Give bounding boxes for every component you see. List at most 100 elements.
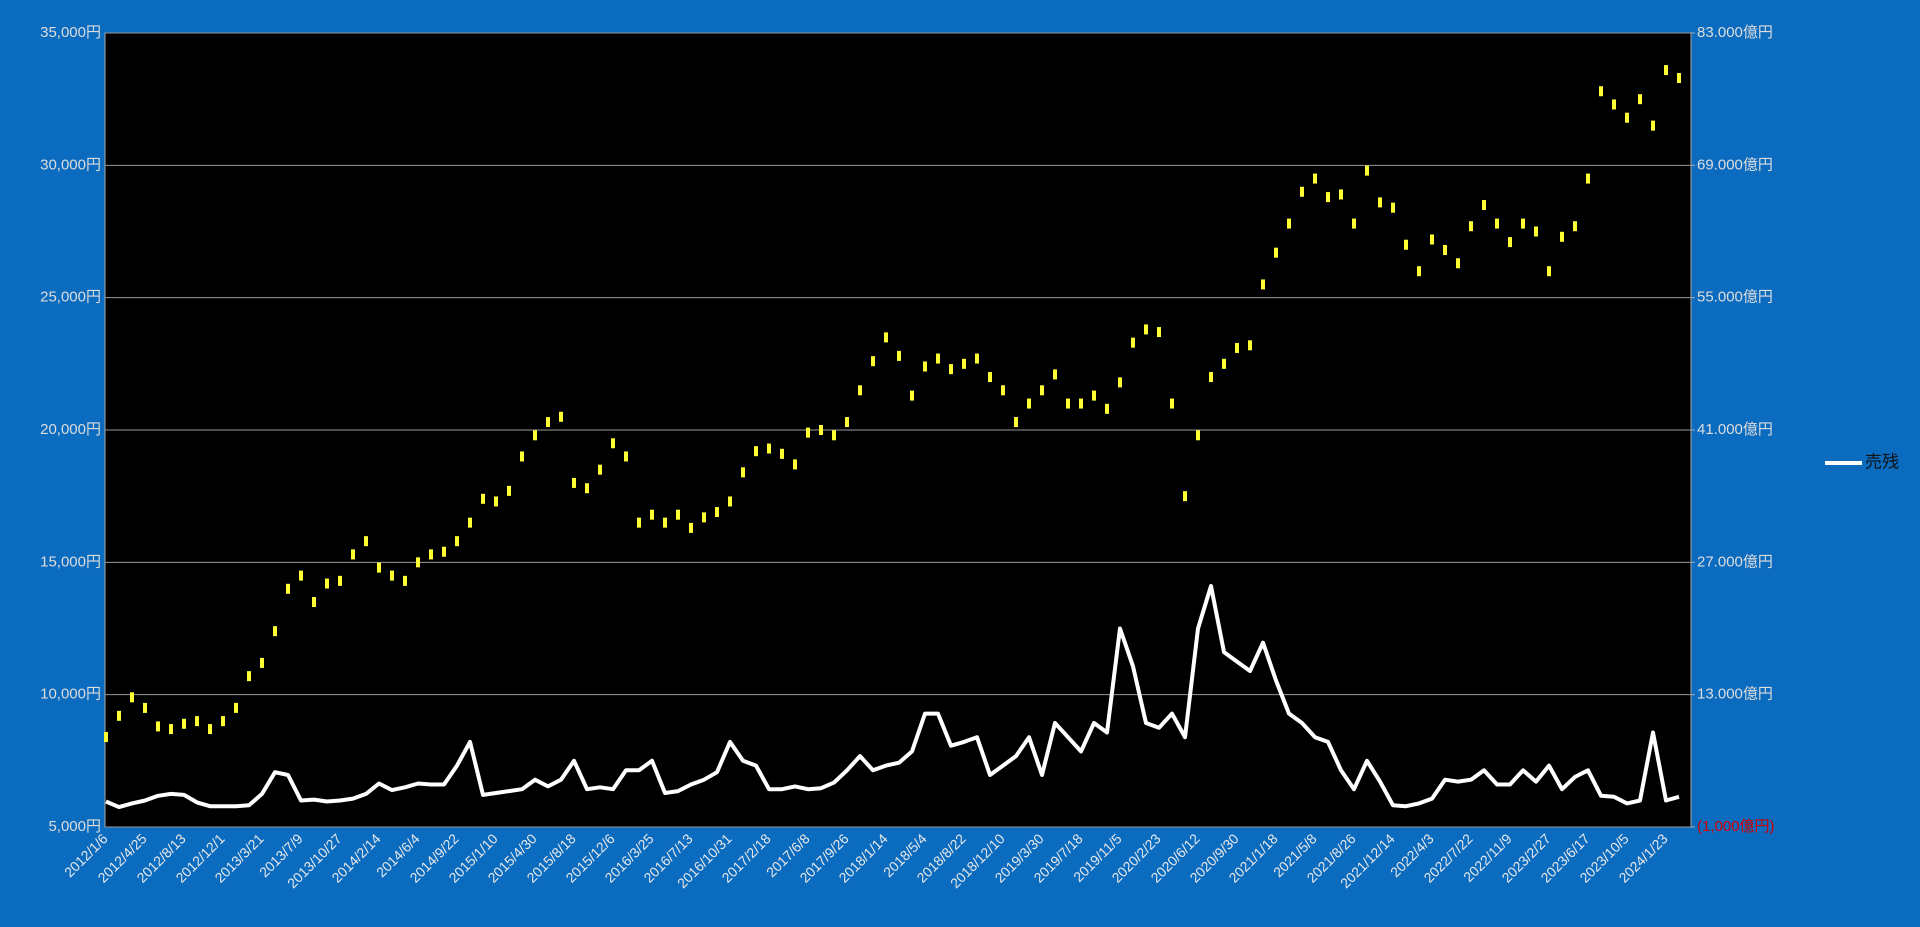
- price-mark: [949, 364, 953, 375]
- price-mark: [1092, 390, 1096, 401]
- price-mark: [234, 702, 238, 713]
- price-mark: [611, 438, 615, 449]
- price-mark: [1209, 372, 1213, 383]
- price-mark: [819, 425, 823, 435]
- price-mark: [195, 716, 199, 727]
- price-mark: [1157, 327, 1161, 338]
- price-mark: [182, 718, 186, 729]
- price-mark: [1079, 398, 1083, 409]
- price-mark: [832, 430, 836, 441]
- price-mark: [156, 721, 160, 732]
- price-mark: [845, 417, 849, 428]
- price-mark: [130, 692, 134, 703]
- y-tick-label: 25,000円: [40, 289, 101, 306]
- price-mark: [273, 626, 277, 637]
- price-mark: [897, 350, 901, 361]
- price-mark: [1027, 398, 1031, 409]
- price-mark: [1651, 120, 1655, 131]
- price-mark: [1339, 189, 1343, 200]
- price-mark: [455, 536, 459, 547]
- price-mark: [1001, 385, 1005, 396]
- price-mark: [936, 353, 940, 364]
- price-mark: [1040, 385, 1044, 396]
- y-tick-label: 10,000円: [40, 686, 101, 703]
- price-mark: [507, 485, 511, 496]
- price-mark: [1105, 403, 1109, 414]
- price-mark: [676, 509, 680, 520]
- price-mark: [221, 716, 225, 727]
- price-mark: [1053, 369, 1057, 380]
- price-mark: [1430, 234, 1434, 245]
- price-mark: [975, 353, 979, 364]
- price-mark: [299, 570, 303, 581]
- legend-label: 売残: [1865, 452, 1899, 471]
- price-mark: [442, 546, 446, 557]
- y-tick-label: 15,000円: [40, 553, 101, 570]
- price-mark: [598, 464, 602, 475]
- price-mark: [1677, 72, 1681, 83]
- price-mark: [260, 657, 264, 668]
- price-mark: [754, 446, 758, 457]
- price-mark: [1547, 266, 1551, 277]
- price-mark: [377, 562, 381, 573]
- price-mark: [1495, 218, 1499, 229]
- price-mark: [1300, 186, 1304, 197]
- y2-tick-label: 83.000億円: [1697, 24, 1773, 41]
- price-mark: [1014, 417, 1018, 428]
- price-mark: [325, 578, 329, 589]
- price-mark: [1274, 247, 1278, 258]
- price-mark: [858, 385, 862, 396]
- price-mark: [351, 549, 355, 560]
- price-mark: [1196, 430, 1200, 441]
- y2-tick-label: 41.000億円: [1697, 421, 1773, 438]
- price-mark: [923, 361, 927, 372]
- price-mark: [689, 522, 693, 533]
- price-mark: [338, 575, 342, 586]
- price-mark: [1534, 226, 1538, 237]
- price-mark: [1612, 99, 1616, 110]
- price-mark: [1131, 337, 1135, 348]
- price-mark: [546, 417, 550, 428]
- price-mark: [1573, 221, 1577, 232]
- price-mark: [312, 597, 316, 608]
- y2-tick-label: (1,000億円): [1697, 818, 1775, 835]
- price-mark: [1378, 197, 1382, 208]
- price-mark: [1469, 221, 1473, 232]
- price-mark: [1287, 218, 1291, 229]
- price-mark: [1365, 165, 1369, 176]
- price-mark: [169, 724, 173, 735]
- price-mark: [364, 536, 368, 547]
- price-mark: [286, 583, 290, 594]
- price-mark: [1170, 398, 1174, 409]
- price-mark: [208, 724, 212, 735]
- price-mark: [637, 517, 641, 528]
- price-mark: [1248, 340, 1252, 351]
- price-mark: [494, 496, 498, 507]
- price-mark: [728, 496, 732, 507]
- price-mark: [1443, 245, 1447, 256]
- price-mark: [1352, 218, 1356, 229]
- price-mark: [1144, 324, 1148, 335]
- price-mark: [390, 570, 394, 581]
- price-mark: [663, 517, 667, 528]
- price-mark: [910, 390, 914, 401]
- y-tick-label: 5,000円: [48, 818, 101, 835]
- price-mark: [715, 507, 719, 518]
- y-tick-label: 30,000円: [40, 156, 101, 173]
- price-mark: [793, 459, 797, 470]
- price-mark: [1313, 173, 1317, 184]
- price-mark: [871, 356, 875, 367]
- y2-tick-label: 55.000億円: [1697, 289, 1773, 306]
- price-mark: [1222, 358, 1226, 369]
- y-tick-label: 35,000円: [40, 24, 101, 41]
- price-mark: [572, 477, 576, 488]
- price-mark: [1482, 200, 1486, 211]
- price-mark: [1404, 239, 1408, 250]
- price-mark: [988, 372, 992, 383]
- price-mark: [780, 448, 784, 459]
- balance-line: [105, 584, 1680, 810]
- price-mark: [962, 358, 966, 369]
- price-mark: [806, 427, 810, 438]
- price-mark: [1417, 266, 1421, 277]
